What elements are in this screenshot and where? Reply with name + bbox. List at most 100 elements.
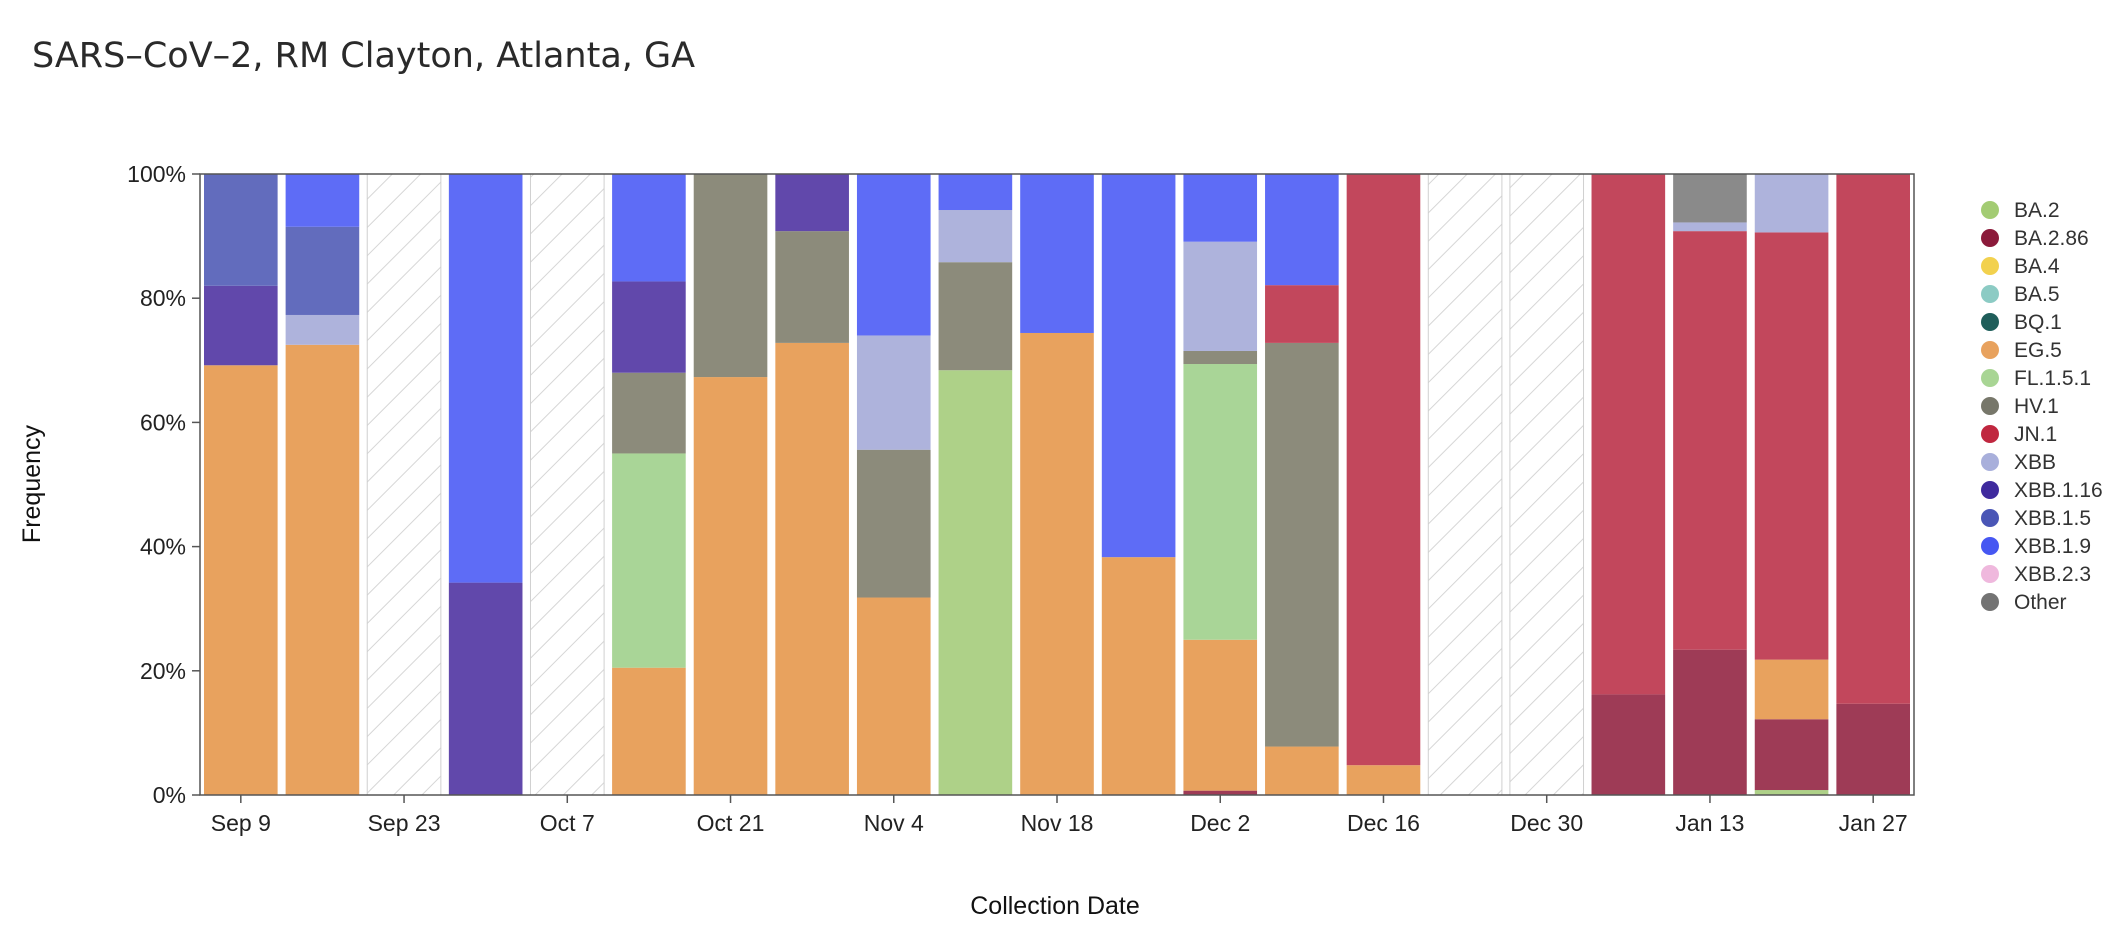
bar-segment-xbb-1-9[interactable] — [612, 174, 686, 282]
legend: BA.2 BA.2.86 BA.4 BA.5 BQ.1 EG.5 FL.1.5.1 HV.1 J… — [1981, 199, 2103, 614]
legend-label: XBB.1.16 — [2014, 479, 2103, 502]
legend-item-hv-1[interactable]: HV.1 — [1981, 395, 2059, 418]
bar-segment-xbb-1-9[interactable] — [285, 174, 360, 227]
no-data-bar — [529, 173, 605, 796]
legend-label: XBB.1.9 — [2014, 535, 2091, 558]
y-axis: 0% 20% 40% 60% 80% 100% — [127, 161, 200, 808]
legend-item-xbb-1-5[interactable]: XBB.1.5 — [1981, 507, 2091, 530]
bar-segment-xbb-1-9[interactable] — [1265, 174, 1339, 286]
legend-item-eg-5[interactable]: EG.5 — [1981, 339, 2062, 362]
legend-item-jn-1[interactable]: JN.1 — [1981, 423, 2057, 446]
bar-segment-hv-1[interactable] — [775, 231, 849, 343]
legend-item-ba-4[interactable]: BA.4 — [1981, 255, 2060, 278]
bar-segment-xbb-1-16[interactable] — [612, 281, 686, 373]
legend-item-xbb-2-3[interactable]: XBB.2.3 — [1981, 563, 2091, 586]
legend-label: BA.2 — [2014, 199, 2060, 222]
legend-swatch — [1981, 229, 1999, 247]
bar-segment-ba-2-86[interactable] — [1673, 649, 1747, 795]
legend-item-xbb-1-16[interactable]: XBB.1.16 — [1981, 479, 2103, 502]
y-tick-label: 60% — [140, 409, 186, 435]
bar-segment-ba-2-86[interactable] — [1836, 703, 1910, 795]
bar-segment-xbb-1-9[interactable] — [1183, 174, 1258, 242]
bar-segment-hv-1[interactable] — [1265, 342, 1339, 747]
x-tick-label: Jan 27 — [1839, 810, 1908, 836]
bar-segment-hv-1[interactable] — [938, 262, 1013, 371]
x-tick-label: Oct 21 — [697, 810, 765, 836]
bar-segment-xbb[interactable] — [856, 335, 931, 450]
y-tick-label: 100% — [127, 161, 186, 187]
bar-segment-eg-5[interactable] — [693, 377, 768, 795]
bar-segment-xbb-1-5[interactable] — [204, 174, 278, 286]
legend-swatch — [1981, 565, 1999, 583]
x-tick-label: Dec 30 — [1510, 810, 1583, 836]
bar-segment-eg-5[interactable] — [856, 597, 931, 795]
bar-segment-xbb[interactable] — [1754, 174, 1829, 233]
bar-segment-xbb-1-9[interactable] — [1020, 174, 1094, 333]
bar-segment-eg-5[interactable] — [612, 667, 686, 795]
x-tick-label: Sep 23 — [368, 810, 441, 836]
bar-segment-xbb-1-9[interactable] — [938, 174, 1013, 211]
bar-segment-eg-5[interactable] — [285, 344, 360, 795]
legend-item-xbb-1-9[interactable]: XBB.1.9 — [1981, 535, 2091, 558]
no-data-bar — [1509, 173, 1585, 796]
bar-segment-xbb-1-16[interactable] — [448, 582, 523, 795]
legend-item-other[interactable]: Other — [1981, 591, 2067, 614]
legend-item-ba-2-86[interactable]: BA.2.86 — [1981, 227, 2089, 250]
legend-swatch — [1981, 285, 1999, 303]
bar-segment-xbb[interactable] — [1183, 241, 1258, 351]
bar-segment-jn-1[interactable] — [1836, 174, 1910, 704]
bar-segment-jn-1[interactable] — [1346, 174, 1421, 766]
bar-segment-jn-1[interactable] — [1754, 232, 1829, 660]
bar-segment-hv-1[interactable] — [1183, 350, 1258, 365]
legend-item-bq-1[interactable]: BQ.1 — [1981, 311, 2062, 334]
legend-label: FL.1.5.1 — [2014, 367, 2091, 390]
bar-segment-ba-2-86[interactable] — [1591, 694, 1666, 795]
y-tick-label: 80% — [140, 285, 186, 311]
x-tick-label: Dec 16 — [1347, 810, 1420, 836]
bar-segment-eg-5[interactable] — [1101, 557, 1176, 795]
bar-segment-ba-2-86[interactable] — [1754, 719, 1829, 791]
bar-segment-xbb-1-9[interactable] — [1101, 174, 1176, 558]
bar-segment-other[interactable] — [1673, 174, 1747, 223]
bar-segment-fl-1-5-1[interactable] — [1183, 364, 1258, 640]
bar-segment-xbb[interactable] — [1673, 222, 1747, 232]
y-tick-label: 20% — [140, 658, 186, 684]
bar-segment-fl-1-5-1[interactable] — [612, 453, 686, 668]
bar-segment-eg-5[interactable] — [1346, 765, 1421, 795]
bar-segment-ba-2[interactable] — [938, 370, 1013, 795]
bar-segment-jn-1[interactable] — [1265, 285, 1339, 343]
legend-item-ba-5[interactable]: BA.5 — [1981, 283, 2060, 306]
bar-segment-xbb[interactable] — [938, 210, 1013, 263]
legend-label: XBB — [2014, 451, 2056, 474]
bar-segment-ba-2[interactable] — [1754, 790, 1829, 795]
x-tick-label: Dec 2 — [1190, 810, 1250, 836]
bar-segment-hv-1[interactable] — [612, 372, 686, 454]
bar-segment-xbb-1-5[interactable] — [285, 226, 360, 315]
bar-segment-ba-2-86[interactable] — [1183, 790, 1258, 795]
y-axis-title: Frequency — [18, 424, 46, 543]
bar-segment-xbb[interactable] — [285, 314, 360, 345]
bar-segment-xbb-1-16[interactable] — [204, 285, 278, 366]
bar-segment-xbb-1-9[interactable] — [448, 174, 523, 583]
legend-swatch — [1981, 509, 1999, 527]
bar-segment-jn-1[interactable] — [1673, 231, 1747, 650]
bar-segment-eg-5[interactable] — [1020, 332, 1094, 795]
legend-swatch — [1981, 369, 1999, 387]
bar-segment-eg-5[interactable] — [204, 365, 278, 795]
bar-segment-eg-5[interactable] — [1265, 746, 1339, 795]
legend-swatch — [1981, 481, 1999, 499]
legend-swatch — [1981, 397, 1999, 415]
bar-segment-eg-5[interactable] — [1183, 639, 1258, 791]
bar-segment-xbb-1-9[interactable] — [856, 174, 931, 336]
x-tick-label: Nov 18 — [1021, 810, 1094, 836]
legend-item-xbb[interactable]: XBB — [1981, 451, 2056, 474]
legend-item-ba-2[interactable]: BA.2 — [1981, 199, 2060, 222]
legend-item-fl-1-5-1[interactable]: FL.1.5.1 — [1981, 367, 2091, 390]
bar-segment-eg-5[interactable] — [775, 342, 849, 795]
bar-segment-hv-1[interactable] — [856, 449, 931, 598]
bar-segment-hv-1[interactable] — [693, 174, 768, 378]
bar-segment-xbb-1-16[interactable] — [775, 174, 849, 232]
bar-segment-jn-1[interactable] — [1591, 174, 1666, 695]
bar-segment-eg-5[interactable] — [1754, 659, 1829, 720]
legend-label: XBB.2.3 — [2014, 563, 2091, 586]
